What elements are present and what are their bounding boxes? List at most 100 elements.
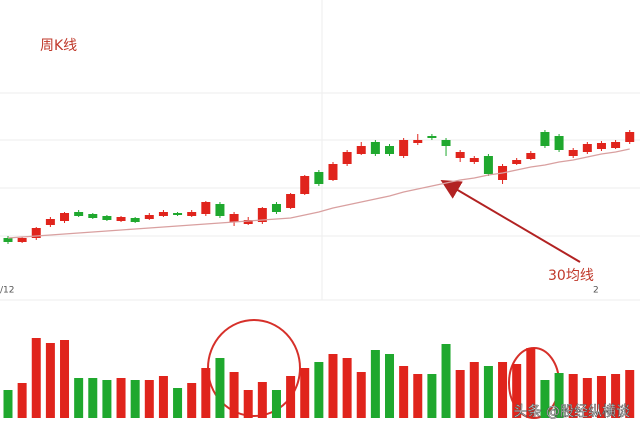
candle-body [201, 202, 211, 214]
volume-bar [243, 390, 253, 418]
candle-body [356, 146, 366, 154]
volume-bar [45, 343, 55, 418]
volume-bar [568, 374, 578, 418]
volume-bar [286, 376, 296, 418]
volume-bar [116, 378, 126, 418]
marks [3, 130, 635, 418]
volume-bar [427, 374, 437, 418]
candle-body [286, 194, 296, 208]
grid [0, 0, 640, 301]
volume-bar [540, 380, 550, 418]
volume-bar [342, 358, 352, 418]
candle-body [526, 153, 536, 159]
candle-body [45, 219, 55, 225]
volume-bar [596, 376, 606, 418]
candle-body [328, 164, 338, 180]
volume-bar [31, 338, 41, 418]
candle-body [483, 156, 493, 174]
volume-bar [356, 372, 366, 418]
volume-bar [611, 374, 621, 418]
volume-bar [215, 358, 225, 418]
volume-bar [483, 366, 493, 418]
volume-bar [257, 382, 267, 418]
candle-body [116, 217, 126, 221]
volume-bar [229, 372, 239, 418]
candle-body [257, 208, 267, 222]
volume-bar [144, 380, 154, 418]
candle-body [173, 213, 183, 215]
volume-bar [60, 340, 70, 418]
candle-body [370, 142, 380, 154]
volume-bar [88, 378, 98, 418]
volume-bar [328, 354, 338, 418]
chart-title: 周K线 [40, 38, 77, 54]
candle-body [144, 215, 154, 219]
candle-body [399, 140, 409, 156]
candle-body [314, 172, 324, 184]
candle-body [3, 238, 13, 242]
volume-bar [187, 383, 197, 418]
x-tick-label: 2 [593, 286, 599, 296]
volume-bar [455, 370, 465, 418]
volume-bar [582, 378, 592, 418]
volume-bar [130, 380, 140, 418]
volume-bar [271, 390, 281, 418]
candle-body [540, 132, 550, 146]
candle-body [88, 214, 98, 218]
volume-bar [498, 362, 508, 418]
candle-body [60, 213, 70, 221]
volume-bar [441, 344, 451, 418]
candle-body [229, 214, 239, 222]
volume-bar [554, 373, 564, 418]
candle-body [427, 136, 437, 138]
volume-bar [102, 380, 112, 418]
candle-body [271, 204, 281, 212]
annotation: 30均线 [548, 268, 594, 284]
candle-body [130, 218, 140, 222]
arrow [440, 179, 581, 263]
volume-bar [526, 348, 536, 418]
volume-bar [512, 364, 522, 418]
candle-body [342, 152, 352, 164]
volume-bar [201, 368, 211, 418]
candle-body [596, 143, 606, 149]
candle-body [441, 140, 451, 146]
candle-body [215, 204, 225, 216]
candle-body [625, 132, 635, 142]
x-tick-label: /12 [0, 286, 14, 296]
volume-bar [173, 388, 183, 418]
volume-bar [300, 368, 310, 418]
candle-body [300, 176, 310, 194]
volume-bar [370, 350, 380, 418]
candle-body [455, 152, 465, 158]
candle-body [512, 160, 522, 164]
volume-bar [625, 370, 635, 418]
candle-body [74, 212, 84, 216]
candle-body [158, 212, 168, 216]
candle-body [413, 140, 423, 143]
volume-bar [385, 354, 395, 418]
candle-body [31, 228, 41, 238]
candle-body [17, 238, 27, 242]
volume-bar [74, 378, 84, 418]
candle-body [187, 212, 197, 216]
volume-bar [17, 383, 27, 418]
volume-bar [314, 362, 324, 418]
watermark: 头条 @股经纵横谈 [514, 403, 630, 420]
volume-bar [399, 366, 409, 418]
candle-body [554, 136, 564, 150]
candle-body [568, 150, 578, 156]
volume-bar [413, 374, 423, 418]
volume-bar [158, 376, 168, 418]
candle-body [102, 216, 112, 220]
candle-body [385, 146, 395, 154]
candle-body [243, 220, 253, 224]
candle-body [582, 144, 592, 152]
candle-body [611, 142, 621, 148]
volume-bar [469, 362, 479, 418]
volume-bar [3, 390, 13, 418]
ma-line [7, 148, 630, 239]
candle-body [469, 158, 479, 162]
